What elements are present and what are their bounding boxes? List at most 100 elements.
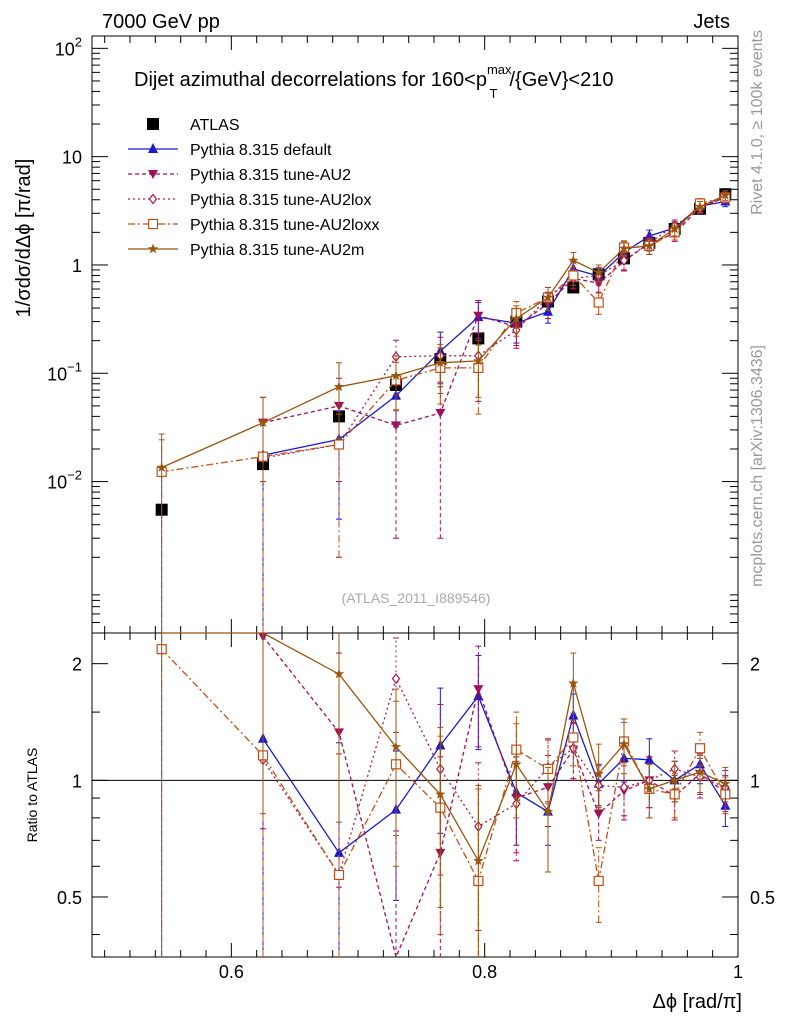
data-point xyxy=(593,297,604,308)
main-panel-frame xyxy=(91,35,739,634)
ratio-y-tick-label-right: 2 xyxy=(750,655,760,675)
legend-marker xyxy=(148,143,158,153)
ratio-data-point xyxy=(694,766,706,777)
legend-label: Pythia 8.315 tune-AU2m xyxy=(190,242,364,259)
main-y-tick-base: 10 xyxy=(47,364,67,384)
ratio-data-point xyxy=(391,673,401,685)
mcplots-label: mcplots.cern.ch [arXiv:1306.3436] xyxy=(749,345,766,587)
chart-title: Dijet azimuthal decorrelations for 160<p… xyxy=(134,62,613,101)
ratio-data-point xyxy=(644,783,655,794)
data-point xyxy=(644,240,655,251)
main-y-tick-exponent: −1 xyxy=(67,359,82,374)
ratio-series-au2m xyxy=(161,632,731,957)
series-line xyxy=(262,200,726,456)
data-point xyxy=(694,201,706,212)
ratio-data-point xyxy=(435,788,446,799)
main-y-tick-label: 1 xyxy=(72,256,82,276)
ratio-data-point xyxy=(568,732,579,743)
data-point xyxy=(391,421,401,431)
data-point xyxy=(390,370,402,381)
ratio-data-point xyxy=(669,774,680,785)
ratio-data-point xyxy=(694,743,706,754)
main-plot-area xyxy=(155,188,732,648)
main-y-tick-label: 10 xyxy=(62,148,82,168)
ratio-y-tick-label: 0.5 xyxy=(57,888,82,908)
series-au2loxx xyxy=(156,192,731,648)
data-point xyxy=(473,355,484,366)
ratio-y-tick-label-right: 1 xyxy=(750,771,760,791)
legend-entry: Pythia 8.315 tune-AU2loxx xyxy=(128,217,379,234)
ratio-data-point xyxy=(390,741,402,752)
data-point xyxy=(669,223,680,234)
series-line xyxy=(262,196,726,427)
ratio-data-point xyxy=(568,677,579,688)
x-tick-label: 0.8 xyxy=(472,962,497,982)
ratio-series-default xyxy=(258,633,731,957)
legend-entry: Pythia 8.315 tune-AU2m xyxy=(128,242,364,259)
header-left: 7000 GeV pp xyxy=(102,11,220,33)
rivet-label: Rivet 4.1.0, ≥ 100k events xyxy=(749,30,766,215)
ratio-data-point xyxy=(619,781,629,793)
ratio-data-point xyxy=(333,869,345,881)
data-point xyxy=(644,230,655,241)
legend-label: Pythia 8.315 default xyxy=(190,142,332,159)
data-point xyxy=(619,255,629,266)
main-y-tick-label: 10−1 xyxy=(47,359,82,384)
ratio-y-tick-label: 2 xyxy=(72,655,82,675)
ratio-data-point xyxy=(511,758,522,769)
x-tick-label: 0.6 xyxy=(219,962,244,982)
ratio-y-axis-label: Ratio to ATLAS xyxy=(24,748,40,843)
series-au2m xyxy=(156,189,731,633)
legend-label: Pythia 8.315 tune-AU2lox xyxy=(190,192,371,209)
ratio-data-point xyxy=(644,753,655,764)
ratio-series-au2lox xyxy=(258,633,730,957)
ratio-data-point xyxy=(542,806,554,817)
legend-marker xyxy=(147,118,159,130)
legend-label: ATLAS xyxy=(190,117,240,134)
main-y-axis-label: 1/σdσ/dΔϕ [π/rad] xyxy=(13,159,35,318)
ratio-data-point xyxy=(473,855,484,866)
legend: ATLAS Pythia 8.315 default Pythia 8.315 tu… xyxy=(128,117,379,259)
legend-entry: Pythia 8.315 default xyxy=(128,142,332,159)
ratio-data-point xyxy=(593,768,604,779)
main-y-tick-base: 1 xyxy=(72,256,82,276)
ratio-data-point xyxy=(618,738,630,749)
data-point xyxy=(257,417,269,428)
legend-label: Pythia 8.315 tune-AU2loxx xyxy=(190,217,379,234)
ratio-x-ticks: 0.6 0.8 1 xyxy=(104,36,743,982)
series-line xyxy=(262,195,726,459)
ratio-y-ticks: 2 2 1 1 0.5 0.5 xyxy=(57,655,775,936)
main-y-tick-label: 10−2 xyxy=(47,468,82,493)
x-axis-label: Δϕ [rad/π] xyxy=(653,991,743,1013)
data-point xyxy=(593,267,604,278)
analysis-watermark: (ATLAS_2011_I889546) xyxy=(342,590,491,606)
series-default xyxy=(258,195,731,633)
ratio-series-line xyxy=(262,676,726,877)
main-y-tick-base: 10 xyxy=(55,39,75,59)
legend-entry: Pythia 8.315 tune-AU2lox xyxy=(128,192,371,209)
data-point xyxy=(435,408,446,418)
chart-title-main: Dijet azimuthal decorrelations for 160<p xyxy=(134,69,487,91)
chart-title-tail: /{GeV}<210 xyxy=(509,69,613,91)
main-y-tick-exponent: 2 xyxy=(75,34,82,49)
ratio-plot-area xyxy=(156,632,731,960)
data-point xyxy=(568,255,579,265)
data-point xyxy=(618,243,630,253)
chart-title-sup: max xyxy=(487,62,512,77)
data-point xyxy=(568,270,579,281)
series-line xyxy=(161,194,726,469)
legend-marker xyxy=(147,243,159,254)
ratio-data-point xyxy=(593,809,604,819)
legend-marker xyxy=(147,218,159,230)
main-y-tick-base: 10 xyxy=(62,148,82,168)
ratio-series-line xyxy=(262,636,726,960)
ratio-data-point xyxy=(720,778,731,789)
ratio-data-point xyxy=(593,875,604,887)
data-point xyxy=(333,439,345,450)
data-point xyxy=(542,292,554,302)
data-point xyxy=(720,189,731,200)
ratio-series-line xyxy=(262,694,726,854)
legend-marker xyxy=(148,193,158,205)
